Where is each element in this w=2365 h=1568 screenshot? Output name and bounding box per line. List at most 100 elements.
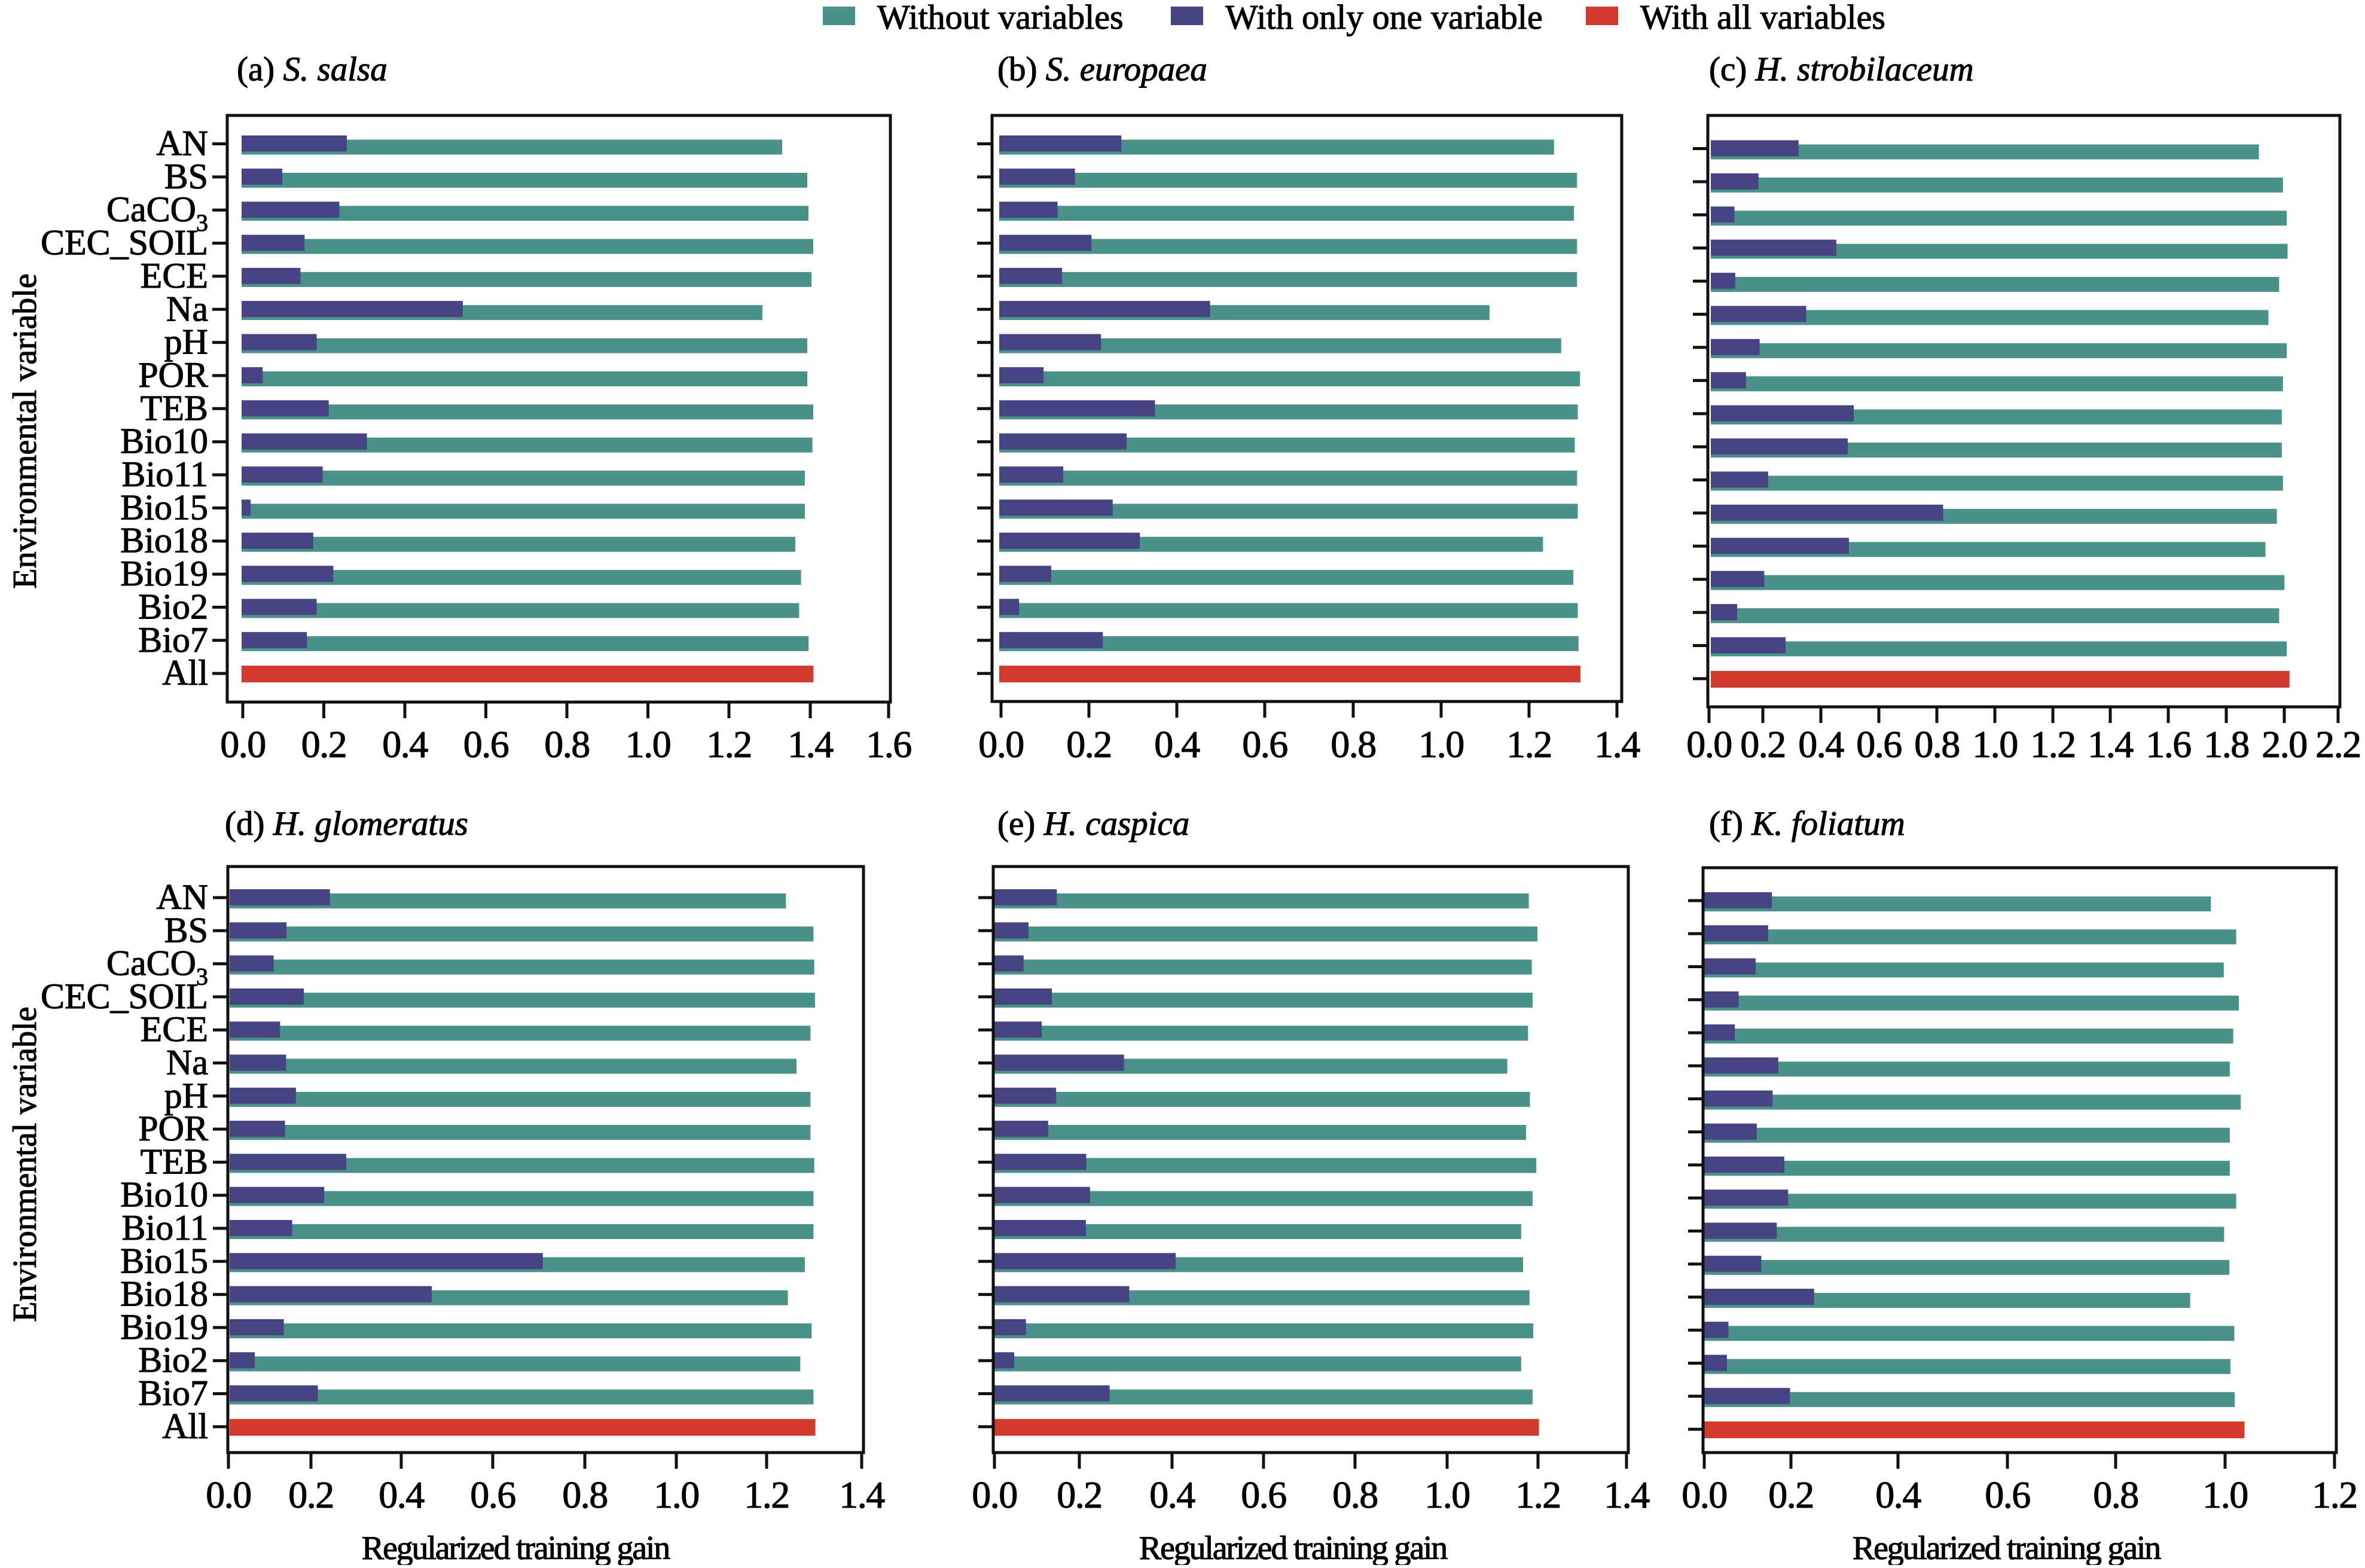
svg-text:0.0: 0.0: [1686, 723, 1732, 765]
svg-text:0.2: 0.2: [1066, 723, 1112, 765]
svg-text:Bio19: Bio19: [120, 554, 208, 593]
svg-text:0.8: 0.8: [1914, 723, 1960, 765]
svg-text:0.6: 0.6: [1242, 723, 1287, 765]
svg-text:CEC_SOIL: CEC_SOIL: [41, 223, 208, 263]
svg-text:(f) K. foliatum: (f) K. foliatum: [1709, 805, 1905, 843]
svg-text:POR: POR: [138, 355, 208, 395]
svg-text:0.8: 0.8: [1330, 723, 1376, 765]
svg-text:0.4: 0.4: [1798, 723, 1844, 765]
svg-text:0.0: 0.0: [972, 1474, 1017, 1516]
svg-text:0.6: 0.6: [1856, 723, 1902, 765]
svg-text:0.6: 0.6: [463, 723, 509, 765]
svg-text:Without variables: Without variables: [877, 0, 1124, 36]
svg-text:0.2: 0.2: [301, 723, 347, 765]
svg-text:BS: BS: [164, 910, 208, 950]
svg-text:Bio18: Bio18: [120, 1274, 208, 1314]
svg-text:1.0: 1.0: [2202, 1474, 2248, 1516]
svg-text:Bio15: Bio15: [120, 1241, 208, 1280]
svg-text:0.6: 0.6: [1241, 1474, 1286, 1516]
svg-text:0.2: 0.2: [1768, 1474, 1814, 1516]
svg-text:pH: pH: [164, 322, 208, 362]
svg-text:1.6: 1.6: [866, 723, 911, 765]
svg-text:Na: Na: [166, 1043, 208, 1082]
svg-text:Bio7: Bio7: [138, 620, 208, 660]
svg-text:CEC_SOIL: CEC_SOIL: [41, 977, 208, 1016]
svg-text:1.0: 1.0: [1424, 1474, 1470, 1516]
svg-text:With all variables: With all variables: [1640, 0, 1885, 36]
svg-text:(c) H. strobilaceum: (c) H. strobilaceum: [1709, 51, 1974, 89]
svg-text:1.4: 1.4: [788, 723, 833, 765]
svg-text:With only one variable: With only one variable: [1225, 0, 1543, 36]
svg-text:Bio11: Bio11: [122, 1208, 208, 1247]
svg-text:Bio10: Bio10: [120, 422, 208, 461]
svg-text:Bio18: Bio18: [120, 521, 208, 560]
svg-text:AN: AN: [156, 124, 208, 163]
svg-text:0.8: 0.8: [544, 723, 590, 765]
svg-text:Bio2: Bio2: [138, 1340, 208, 1380]
svg-text:0.8: 0.8: [562, 1474, 608, 1516]
svg-text:0.6: 0.6: [1985, 1474, 2030, 1516]
svg-text:CaCO3: CaCO3: [106, 944, 208, 990]
svg-text:1.4: 1.4: [1604, 1474, 1649, 1516]
svg-text:1.8: 1.8: [2204, 723, 2249, 765]
svg-text:0.0: 0.0: [206, 1474, 251, 1516]
svg-text:1.4: 1.4: [2088, 723, 2133, 765]
svg-text:1.0: 1.0: [654, 1474, 699, 1516]
svg-text:0.0: 0.0: [1682, 1474, 1727, 1516]
svg-text:1.0: 1.0: [1418, 723, 1464, 765]
svg-text:(e) H. caspica: (e) H. caspica: [997, 805, 1189, 843]
svg-text:Bio19: Bio19: [120, 1307, 208, 1347]
svg-text:0.4: 0.4: [379, 1474, 424, 1516]
svg-text:ECE: ECE: [141, 1009, 208, 1049]
svg-text:(a) S. salsa: (a) S. salsa: [237, 51, 387, 89]
svg-text:1.0: 1.0: [625, 723, 671, 765]
svg-text:TEB: TEB: [141, 388, 208, 428]
svg-text:Regularized training gain: Regularized training gain: [1853, 1530, 2161, 1565]
svg-text:2.0: 2.0: [2262, 723, 2307, 765]
svg-text:0.8: 0.8: [1332, 1474, 1378, 1516]
svg-text:1.2: 1.2: [2030, 723, 2076, 765]
svg-text:pH: pH: [164, 1076, 208, 1115]
svg-text:Bio10: Bio10: [120, 1175, 208, 1215]
svg-text:0.4: 0.4: [382, 723, 428, 765]
svg-text:All: All: [162, 1407, 208, 1446]
svg-text:Bio15: Bio15: [120, 487, 208, 527]
svg-text:1.2: 1.2: [744, 1474, 789, 1516]
svg-text:Bio2: Bio2: [138, 587, 208, 626]
svg-text:0.4: 0.4: [1875, 1474, 1921, 1516]
svg-text:Na: Na: [166, 289, 208, 328]
svg-text:0.4: 0.4: [1154, 723, 1200, 765]
svg-text:Regularized training gain: Regularized training gain: [1139, 1530, 1448, 1565]
svg-text:0.2: 0.2: [1057, 1474, 1102, 1516]
svg-text:Bio7: Bio7: [138, 1374, 208, 1413]
svg-text:BS: BS: [164, 157, 208, 196]
svg-text:POR: POR: [138, 1109, 208, 1148]
svg-text:2.2: 2.2: [2315, 723, 2361, 765]
svg-text:0.8: 0.8: [2093, 1474, 2138, 1516]
svg-text:1.2: 1.2: [1506, 723, 1552, 765]
svg-text:0.4: 0.4: [1149, 1474, 1195, 1516]
svg-text:1.2: 1.2: [2312, 1474, 2357, 1516]
svg-text:(b) S. europaea: (b) S. europaea: [997, 51, 1207, 89]
svg-text:Bio11: Bio11: [122, 454, 208, 494]
svg-text:1.0: 1.0: [1972, 723, 2018, 765]
svg-text:All: All: [162, 653, 208, 693]
svg-text:0.2: 0.2: [288, 1474, 334, 1516]
svg-text:1.4: 1.4: [839, 1474, 884, 1516]
svg-text:AN: AN: [156, 877, 208, 917]
svg-text:0.2: 0.2: [1740, 723, 1786, 765]
svg-text:1.2: 1.2: [1515, 1474, 1561, 1516]
svg-text:0.6: 0.6: [470, 1474, 515, 1516]
svg-text:1.2: 1.2: [706, 723, 752, 765]
svg-text:Environmental variable: Environmental variable: [7, 273, 44, 588]
svg-text:1.4: 1.4: [1594, 723, 1640, 765]
svg-text:CaCO3: CaCO3: [106, 190, 208, 236]
svg-text:TEB: TEB: [141, 1142, 208, 1181]
svg-text:(d) H. glomeratus: (d) H. glomeratus: [225, 805, 468, 843]
svg-text:0.0: 0.0: [978, 723, 1024, 765]
svg-text:ECE: ECE: [141, 256, 208, 295]
svg-text:Regularized training gain: Regularized training gain: [362, 1530, 670, 1565]
svg-text:0.0: 0.0: [220, 723, 266, 765]
svg-text:Environmental variable: Environmental variable: [7, 1006, 44, 1322]
svg-text:1.6: 1.6: [2146, 723, 2191, 765]
